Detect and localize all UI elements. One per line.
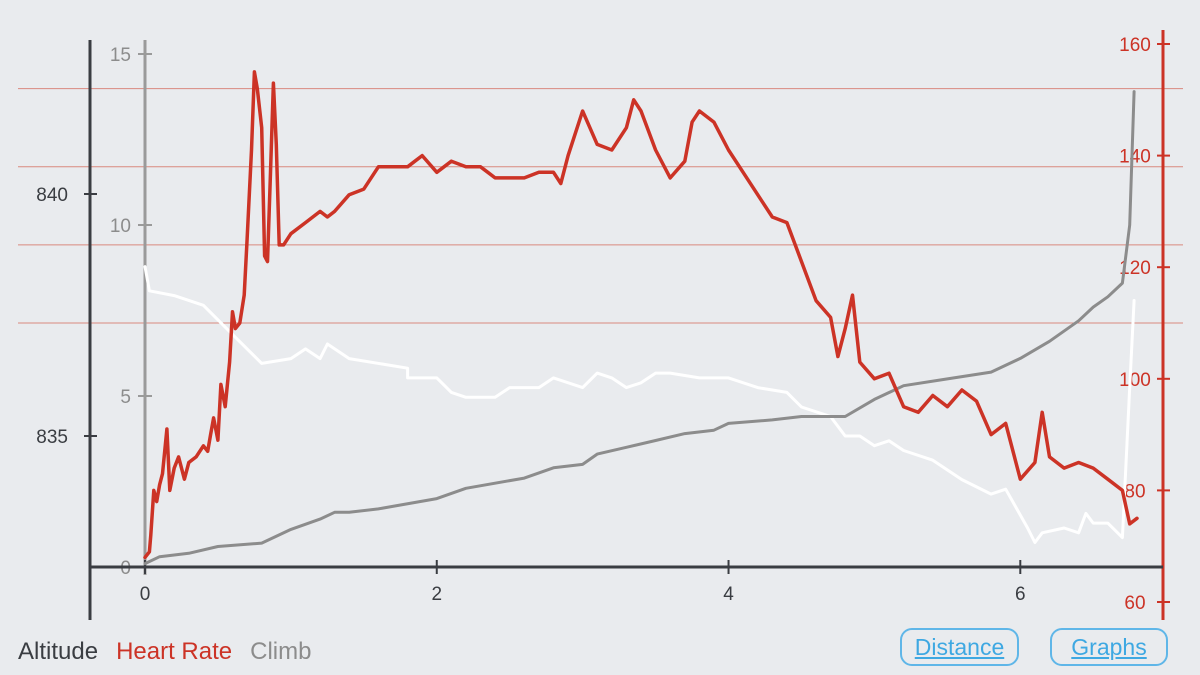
altitude-tick-label: 835 <box>36 427 68 448</box>
heart-rate-tick-label: 80 <box>1124 481 1145 502</box>
climb-tick-label: 10 <box>110 216 131 237</box>
climb-tick-label: 5 <box>120 387 131 408</box>
chart-axes: 83584005101560801001201401600246 <box>36 30 1170 620</box>
x-tick-label: 6 <box>1015 584 1026 605</box>
heart-rate-tick-label: 60 <box>1124 593 1145 614</box>
legend-heart-rate: Heart Rate <box>116 638 233 665</box>
x-tick-label: 2 <box>431 584 442 605</box>
altitude-series-line <box>143 265 1136 544</box>
altitude-tick-label: 840 <box>36 185 68 206</box>
heart-rate-tick-label: 160 <box>1119 35 1151 56</box>
chart-series <box>143 70 1139 566</box>
climb-series-line <box>143 90 1136 566</box>
graphs-button[interactable]: Graphs <box>1050 628 1168 666</box>
heart-rate-tick-label: 140 <box>1119 147 1151 168</box>
heart-rate-series-line <box>143 70 1139 560</box>
x-tick-label: 0 <box>140 584 151 605</box>
legend-altitude: Altitude <box>18 638 99 665</box>
legend-climb: Climb <box>250 638 312 665</box>
heart-rate-tick-label: 120 <box>1119 258 1151 279</box>
x-tick-label: 4 <box>723 584 734 605</box>
distance-button[interactable]: Distance <box>900 628 1019 666</box>
climb-tick-label: 15 <box>110 45 131 66</box>
chart-legend: Altitude Heart Rate Climb <box>18 638 311 666</box>
heart-rate-tick-label: 100 <box>1119 370 1151 391</box>
heart-rate-gridlines <box>18 88 1183 324</box>
